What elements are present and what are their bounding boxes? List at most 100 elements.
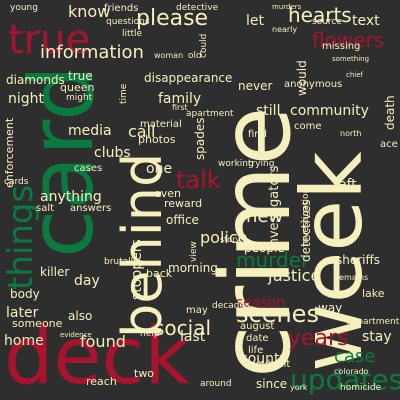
word: around bbox=[200, 379, 232, 389]
word: years bbox=[288, 326, 349, 351]
word: community bbox=[290, 103, 369, 119]
word: left bbox=[334, 177, 357, 193]
word: time bbox=[119, 83, 129, 104]
word: deck bbox=[4, 312, 190, 400]
word: two bbox=[134, 367, 155, 380]
word: find bbox=[248, 129, 267, 140]
word: information bbox=[40, 42, 144, 63]
word: new bbox=[246, 206, 284, 227]
word: murder bbox=[236, 248, 310, 272]
word: one bbox=[146, 161, 173, 177]
word: true bbox=[8, 17, 91, 63]
word: trying bbox=[248, 159, 275, 169]
word: never bbox=[238, 79, 273, 93]
word: may bbox=[186, 305, 208, 316]
word: found bbox=[80, 332, 126, 351]
word: anonymous bbox=[284, 79, 343, 90]
word: night bbox=[8, 91, 45, 107]
word: true bbox=[68, 69, 93, 83]
word: investigation bbox=[301, 187, 311, 246]
word: last bbox=[180, 329, 206, 345]
word: justice bbox=[268, 266, 321, 285]
word: york bbox=[290, 383, 308, 392]
word: reward bbox=[164, 197, 203, 210]
word: stay bbox=[362, 329, 392, 345]
word: clubs bbox=[94, 145, 131, 161]
word: decades bbox=[212, 301, 250, 311]
word: reach bbox=[86, 375, 117, 388]
word: killer bbox=[40, 265, 70, 279]
word: view bbox=[189, 241, 199, 262]
word: family bbox=[158, 91, 202, 107]
word: back bbox=[146, 267, 173, 280]
word: social bbox=[154, 316, 212, 340]
word: text bbox=[352, 13, 380, 29]
word: county bbox=[240, 351, 288, 367]
word: talk bbox=[176, 166, 221, 194]
word: ace bbox=[380, 139, 398, 150]
word: sheriffs bbox=[336, 253, 381, 267]
word: woman bbox=[154, 51, 184, 60]
word: source bbox=[312, 17, 342, 27]
word: season bbox=[236, 295, 286, 311]
word: things bbox=[1, 184, 41, 290]
word: updates bbox=[290, 363, 400, 396]
word: submit bbox=[256, 359, 291, 370]
word: disappearance bbox=[144, 71, 233, 85]
word: home bbox=[4, 333, 44, 349]
word: please bbox=[136, 6, 209, 31]
word: help bbox=[140, 329, 160, 339]
word: friends bbox=[104, 3, 139, 14]
word: photos bbox=[138, 133, 176, 146]
word: also bbox=[68, 309, 93, 323]
word: way bbox=[318, 301, 343, 315]
word: cases bbox=[74, 163, 103, 174]
word: old bbox=[188, 51, 202, 61]
word: people bbox=[244, 241, 285, 255]
word: murders bbox=[272, 3, 302, 11]
word: body bbox=[10, 287, 40, 301]
word: apartment bbox=[186, 109, 234, 119]
word: police bbox=[200, 228, 248, 247]
word: death bbox=[383, 95, 397, 130]
word: detective bbox=[176, 3, 219, 13]
word: hearts bbox=[288, 3, 352, 27]
word: queen bbox=[60, 81, 95, 94]
word: call bbox=[128, 122, 156, 141]
word: something bbox=[332, 55, 370, 63]
word: life bbox=[248, 345, 264, 356]
word: still bbox=[256, 103, 281, 119]
word: diamonds bbox=[6, 73, 65, 87]
word: homicide bbox=[340, 383, 382, 393]
word: media bbox=[68, 123, 112, 139]
word: department bbox=[346, 317, 400, 327]
word: answers bbox=[70, 203, 112, 214]
word: lake bbox=[362, 287, 385, 300]
word: first bbox=[172, 103, 188, 112]
word: morning bbox=[168, 261, 218, 275]
word: colorado bbox=[334, 367, 369, 376]
word: questions bbox=[106, 17, 150, 27]
word: north bbox=[340, 129, 362, 138]
word: anything bbox=[40, 189, 102, 205]
word: investigators bbox=[267, 165, 282, 250]
word: cards bbox=[4, 177, 29, 187]
word: story bbox=[220, 235, 241, 244]
word: case bbox=[334, 346, 376, 367]
word: might bbox=[66, 93, 93, 103]
word: let bbox=[246, 13, 264, 29]
word: stoppers bbox=[129, 239, 145, 300]
word: office bbox=[166, 213, 199, 227]
word: spades bbox=[193, 117, 207, 160]
word: someone bbox=[12, 317, 63, 330]
word: even bbox=[154, 187, 182, 200]
word: salt bbox=[36, 203, 55, 214]
word: brutally bbox=[104, 257, 139, 267]
word: flowers bbox=[312, 28, 385, 52]
word: missing bbox=[322, 41, 361, 52]
word: date bbox=[246, 333, 269, 344]
word: later bbox=[6, 305, 39, 321]
word: young bbox=[10, 3, 38, 13]
word: material bbox=[140, 119, 182, 130]
